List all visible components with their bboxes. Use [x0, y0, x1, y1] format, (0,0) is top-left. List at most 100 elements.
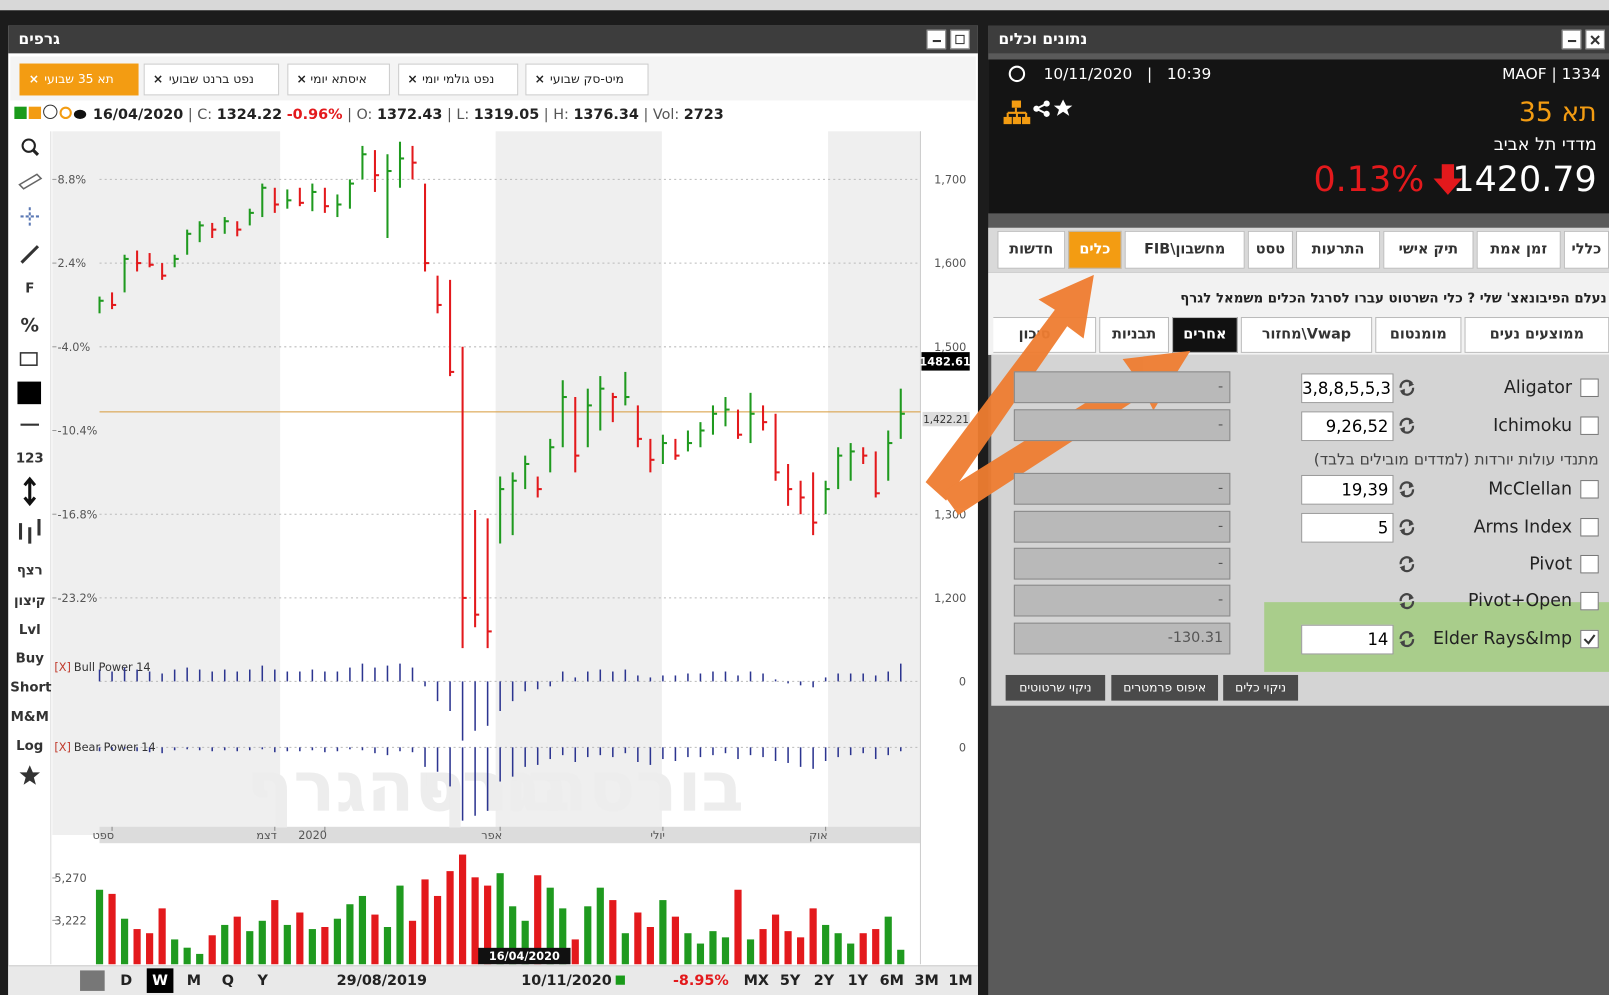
refresh-head [1408, 520, 1415, 527]
period-button[interactable]: M [186, 972, 202, 989]
checkbox[interactable] [1580, 554, 1599, 574]
icon [21, 138, 36, 153]
refresh-icon[interactable] [1398, 630, 1416, 648]
range-button[interactable]: 1Y [847, 972, 869, 989]
tool-tab[interactable]: מומנטום [1375, 316, 1462, 353]
tab-close[interactable]: × [407, 71, 418, 87]
period-button[interactable]: D [120, 972, 133, 989]
refresh-icon[interactable] [1398, 592, 1416, 610]
volume-bar [333, 918, 341, 965]
chart-tab[interactable]: איסתא יומי × [287, 63, 390, 96]
checkbox[interactable] [1580, 480, 1599, 499]
info-change: -0.96% [286, 106, 343, 124]
refresh-icon[interactable] [1398, 379, 1416, 397]
range-button[interactable]: 3M [914, 972, 939, 989]
refresh-head [1399, 565, 1405, 572]
icon [19, 765, 41, 785]
tool[interactable]: F [25, 281, 35, 297]
period-button[interactable]: Y [257, 972, 268, 989]
tab-close[interactable]: × [296, 71, 307, 87]
tool-tab[interactable]: Vwap\מחזור [1240, 316, 1372, 353]
volume-bar [196, 953, 204, 965]
tool-tab[interactable]: תבניות [1099, 316, 1169, 353]
tool[interactable]: Lvl [18, 622, 41, 639]
minimize-button[interactable] [926, 29, 947, 50]
indicator-param[interactable]: 19,39 [1301, 474, 1394, 505]
checkbox[interactable] [1580, 629, 1599, 649]
chart-tab[interactable]: מיט-סק שבועי × [525, 63, 649, 96]
volume-bar [897, 949, 905, 965]
tool[interactable]: % [20, 314, 40, 337]
checkbox[interactable] [1580, 378, 1599, 397]
period-button[interactable]: W [146, 968, 174, 993]
refresh-icon[interactable] [1398, 480, 1416, 498]
tool-tab[interactable]: ממוצעים נעים [1464, 316, 1609, 353]
x-tick-label: ספט [92, 829, 114, 842]
tool[interactable]: קיצון [13, 593, 46, 610]
start-date[interactable]: 29/08/2019 [336, 972, 428, 989]
end-date[interactable]: 10/11/2020 [521, 972, 612, 989]
period-button[interactable]: Q [221, 972, 234, 989]
indicator-param[interactable]: 3,8,8,5,5,3 [1301, 373, 1394, 404]
indicator-param[interactable]: 9,26,52 [1301, 411, 1394, 442]
data-tab[interactable]: חדשות [997, 230, 1066, 269]
action-button[interactable]: איפוס פרמטרים [1111, 674, 1219, 701]
clock-icon [1008, 65, 1026, 83]
cursor-date: 16/04/2020 [489, 950, 560, 963]
indicator-param[interactable]: 14 [1301, 624, 1394, 655]
chart-tab[interactable]: נפט גולמי יומי × [398, 63, 519, 96]
popout-button[interactable] [950, 29, 970, 50]
volume-bar [559, 908, 567, 965]
volume-bar [396, 885, 404, 965]
tool[interactable]: רצף [16, 563, 43, 579]
range-button[interactable]: MX [743, 972, 769, 989]
checkbox[interactable] [1580, 518, 1599, 537]
crosshair-label: 1482.61 [919, 355, 970, 368]
range-button[interactable]: 5Y [779, 972, 801, 989]
refresh-icon[interactable] [1398, 416, 1416, 434]
indicator-name: Pivot [1529, 553, 1573, 575]
indicator-param[interactable]: 5 [1301, 512, 1394, 543]
range-button[interactable]: 6M [879, 972, 904, 989]
data-tab[interactable]: כללי [1563, 230, 1609, 269]
tab-close[interactable]: × [534, 71, 545, 87]
volume-bar [771, 914, 780, 965]
info-label: | Vol: [643, 106, 680, 124]
checkbox[interactable] [1580, 416, 1599, 435]
info-label: | O: [347, 106, 373, 124]
close-button[interactable] [1585, 29, 1605, 50]
tab-close[interactable]: × [28, 71, 40, 87]
checkbox[interactable] [1580, 591, 1599, 611]
data-tab[interactable]: תיק אישי [1383, 230, 1474, 269]
chart-tab[interactable]: נפט ברנט שבועי × [143, 63, 280, 96]
tab-label: נפט ברנט שבועי [168, 71, 254, 87]
tab-close[interactable]: × [152, 71, 164, 87]
minimize-button[interactable] [1561, 29, 1582, 50]
volume-bar [246, 931, 254, 965]
tool[interactable]: Buy [15, 651, 44, 667]
range-button[interactable]: 1M [948, 972, 973, 989]
tool[interactable]: 123 [15, 451, 44, 467]
tool[interactable]: M&M [10, 709, 49, 726]
range-button[interactable]: 2Y [813, 972, 835, 989]
action-button[interactable]: ניקוי שרטוטים [1005, 674, 1106, 701]
chart-tab[interactable]: תא 35 שבועי × [19, 63, 139, 96]
data-tab[interactable]: זמן אמת [1476, 230, 1561, 269]
data-tab[interactable]: טסט [1247, 230, 1293, 269]
icon [23, 476, 37, 507]
y-tick-label: 5,270 [54, 872, 86, 885]
tool-tab[interactable]: אחרים [1171, 316, 1238, 353]
volume-bar [734, 889, 742, 965]
data-tab[interactable]: התרעות [1296, 230, 1381, 269]
data-tab[interactable]: כלים [1068, 230, 1122, 269]
volume-bar [346, 904, 354, 965]
data-tab[interactable]: מחשבון\FIB [1124, 230, 1245, 269]
tool[interactable]: Short [10, 680, 52, 696]
refresh-icon[interactable] [1398, 555, 1416, 573]
refresh-icon[interactable] [1398, 518, 1416, 536]
volume-bar [321, 926, 329, 965]
tool[interactable]: Log [16, 738, 44, 754]
notice: לאן נעלם הפיבונאצ' שלי ? כלי השרטוט עברו… [1180, 291, 1609, 307]
action-button[interactable]: ניקוי כלים [1223, 674, 1299, 701]
